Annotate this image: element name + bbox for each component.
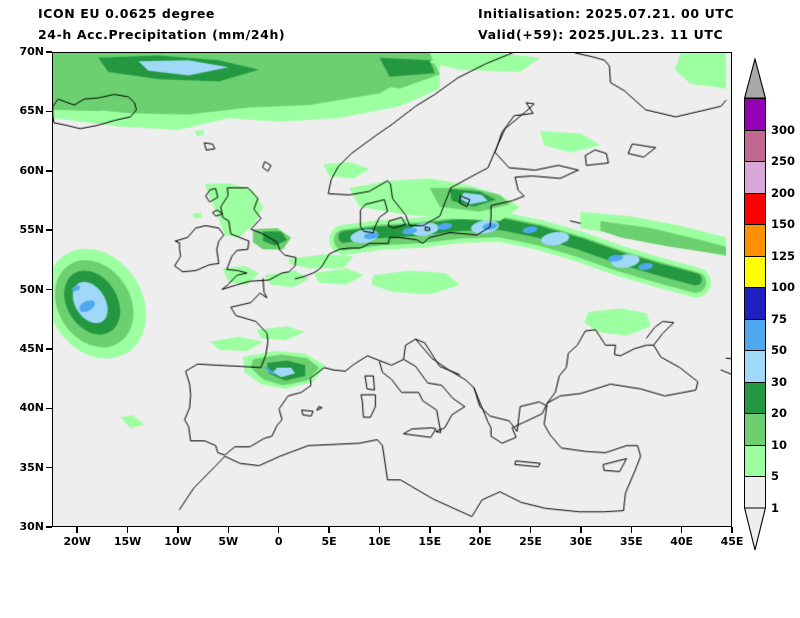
x-axis-label: 40E [670, 535, 694, 548]
y-axis-tick [46, 229, 52, 231]
colorbar-tick-label: 100 [771, 280, 796, 295]
colorbar: 300 250 200 150 125 100 75 50 30 20 10 5 1 [744, 58, 800, 551]
x-axis-tick [177, 527, 179, 533]
x-axis-tick [529, 527, 532, 533]
x-axis-label: 5W [218, 535, 239, 548]
y-axis-label: 50N [19, 282, 44, 296]
x-axis-tick [227, 527, 230, 533]
colorbar-band [745, 225, 765, 257]
x-axis-label: 45E [720, 535, 744, 548]
x-axis-tick [680, 527, 683, 533]
colorbar-tick-label: 30 [771, 374, 788, 389]
y-axis-tick [46, 51, 52, 53]
model-title: ICON EU 0.0625 degree [38, 6, 215, 21]
colorbar-tick-label: 75 [771, 311, 788, 326]
initialisation-time: Initialisation: 2025.07.21. 00 UTC [478, 6, 735, 21]
colorbar-tick-label: 125 [771, 248, 796, 263]
map-plot-area [52, 52, 732, 527]
x-axis-tick [378, 527, 381, 533]
colorbar-tick-label: 250 [771, 154, 796, 169]
x-axis-tick [731, 527, 733, 533]
x-axis-label: 15E [418, 535, 442, 548]
colorbar-top-arrow-icon [744, 58, 766, 99]
y-axis-label: 60N [19, 163, 44, 177]
x-axis-tick [580, 527, 582, 533]
x-axis-label: 20W [63, 535, 91, 548]
colorbar-band [745, 99, 765, 131]
field-title: 24-h Acc.Precipitation (mm/24h) [38, 27, 286, 42]
header-block: ICON EU 0.0625 degree 24-h Acc.Precipita… [0, 0, 800, 50]
valid-time: Valid(+59): 2025.JUL.23. 11 UTC [478, 27, 724, 42]
y-axis-label: 35N [19, 460, 44, 474]
colorbar-band [745, 351, 765, 383]
x-axis-label: 25E [519, 535, 542, 548]
y-axis-tick [46, 407, 52, 409]
y-axis-label: 40N [19, 401, 44, 415]
colorbar-tick-label: 10 [771, 437, 788, 452]
colorbar-band [745, 382, 765, 415]
colorbar-band [745, 319, 765, 352]
colorbar-band [745, 162, 765, 194]
precipitation-raster [53, 53, 731, 526]
x-axis-label: 5E [321, 535, 337, 548]
colorbar-tick-label: 300 [771, 122, 796, 137]
x-axis-tick [429, 527, 431, 533]
colorbar-tick-label: 50 [771, 343, 788, 358]
y-axis-tick [46, 466, 52, 469]
y-axis-label: 70N [19, 45, 44, 58]
y-axis-label: 55N [19, 223, 44, 237]
colorbar-tick-label: 20 [771, 406, 788, 421]
colorbar-bottom-arrow-icon [744, 507, 766, 551]
colorbar-band [745, 130, 765, 163]
colorbar-band [745, 256, 765, 289]
x-axis-tick [277, 527, 280, 533]
x-axis-tick [76, 527, 78, 533]
x-axis-tick [328, 527, 330, 533]
y-axis-tick [46, 170, 52, 172]
y-axis-tick [46, 110, 52, 113]
y-axis-label: 65N [19, 104, 44, 118]
colorbar-band [745, 193, 765, 226]
x-axis-label: 0 [274, 535, 283, 548]
colorbar-band [745, 445, 765, 478]
colorbar-tick-label: 200 [771, 185, 796, 200]
y-axis-label: 30N [19, 520, 44, 533]
colorbar-band [745, 414, 765, 446]
x-axis-tick [126, 527, 129, 533]
x-axis-tick [479, 527, 481, 533]
x-axis-label: 10W [164, 535, 192, 548]
x-axis-label: 10E [367, 535, 391, 548]
x-axis-label: 30E [569, 535, 593, 548]
x-axis-label: 15W [113, 535, 142, 548]
x-axis-label: 35E [619, 535, 643, 548]
colorbar-bands [744, 98, 766, 509]
colorbar-tick-label: 5 [771, 469, 780, 484]
colorbar-tick-label: 150 [771, 217, 796, 232]
y-axis-tick [46, 348, 52, 350]
y-axis-label: 45N [19, 341, 44, 355]
colorbar-band [745, 477, 765, 509]
colorbar-tick-label: 1 [771, 501, 780, 515]
x-axis-tick [630, 527, 632, 533]
y-axis-tick [46, 288, 52, 291]
colorbar-band [745, 288, 765, 320]
x-axis-label: 20E [468, 535, 492, 548]
y-axis-tick [46, 526, 52, 528]
